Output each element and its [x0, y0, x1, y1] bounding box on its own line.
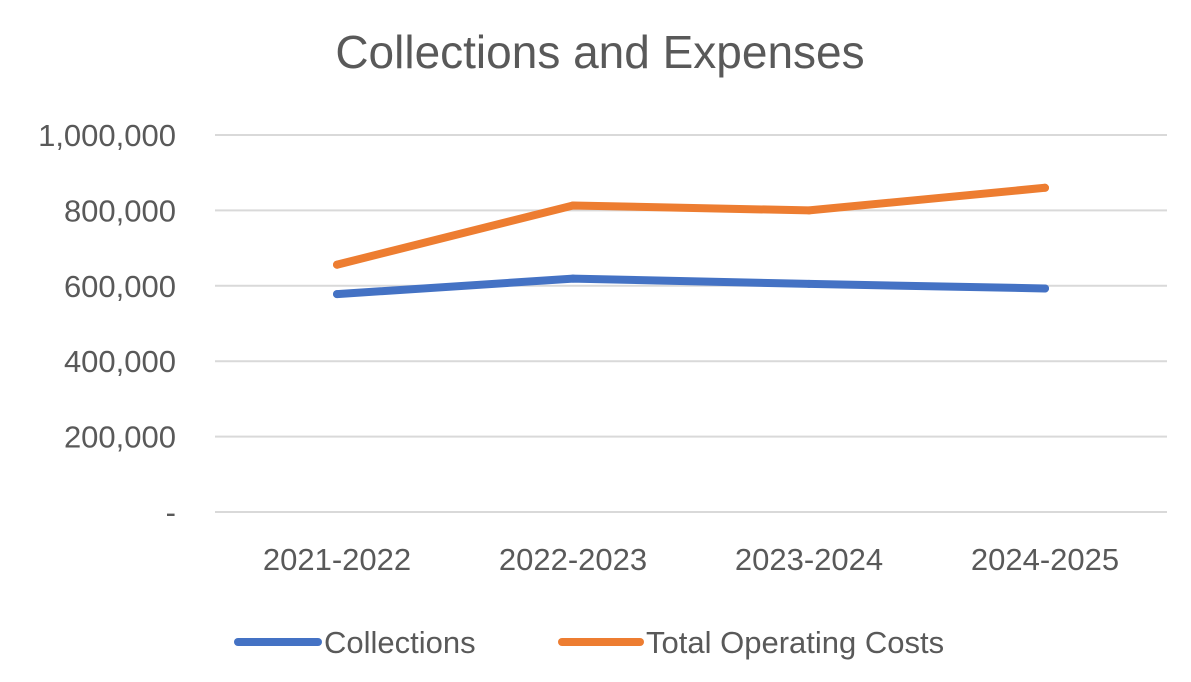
- legend: Collections Total Operating Costs: [234, 625, 944, 660]
- data-point: [1041, 183, 1049, 192]
- series-lines: [333, 183, 1049, 299]
- data-point: [333, 260, 341, 269]
- y-tick-label: -: [166, 495, 176, 530]
- legend-label: Total Operating Costs: [646, 625, 944, 660]
- y-tick-label: 1,000,000: [38, 118, 176, 153]
- data-point: [805, 279, 813, 288]
- y-tick-label: 200,000: [64, 420, 176, 455]
- legend-item-total-operating-costs: Total Operating Costs: [558, 625, 944, 660]
- series-line-collections: [333, 274, 1049, 299]
- y-axis-tick-labels: - 200,000 400,000 600,000 800,000 1,000,000: [38, 118, 176, 530]
- x-tick-label: 2022-2023: [499, 542, 647, 577]
- data-point: [805, 206, 813, 215]
- x-tick-label: 2021-2022: [263, 542, 411, 577]
- y-tick-label: 600,000: [64, 269, 176, 304]
- x-tick-label: 2023-2024: [735, 542, 883, 577]
- chart-title: Collections and Expenses: [335, 26, 864, 78]
- data-point: [569, 201, 577, 210]
- data-point: [333, 290, 341, 299]
- x-tick-label: 2024-2025: [971, 542, 1119, 577]
- y-tick-label: 800,000: [64, 193, 176, 228]
- series-line-total-operating-costs: [333, 183, 1049, 269]
- x-axis-tick-labels: 2021-2022 2022-2023 2023-2024 2024-2025: [263, 542, 1119, 577]
- legend-label: Collections: [324, 625, 476, 660]
- y-tick-label: 400,000: [64, 344, 176, 379]
- data-point: [569, 274, 577, 283]
- legend-item-collections: Collections: [234, 625, 476, 660]
- data-point: [1041, 284, 1049, 293]
